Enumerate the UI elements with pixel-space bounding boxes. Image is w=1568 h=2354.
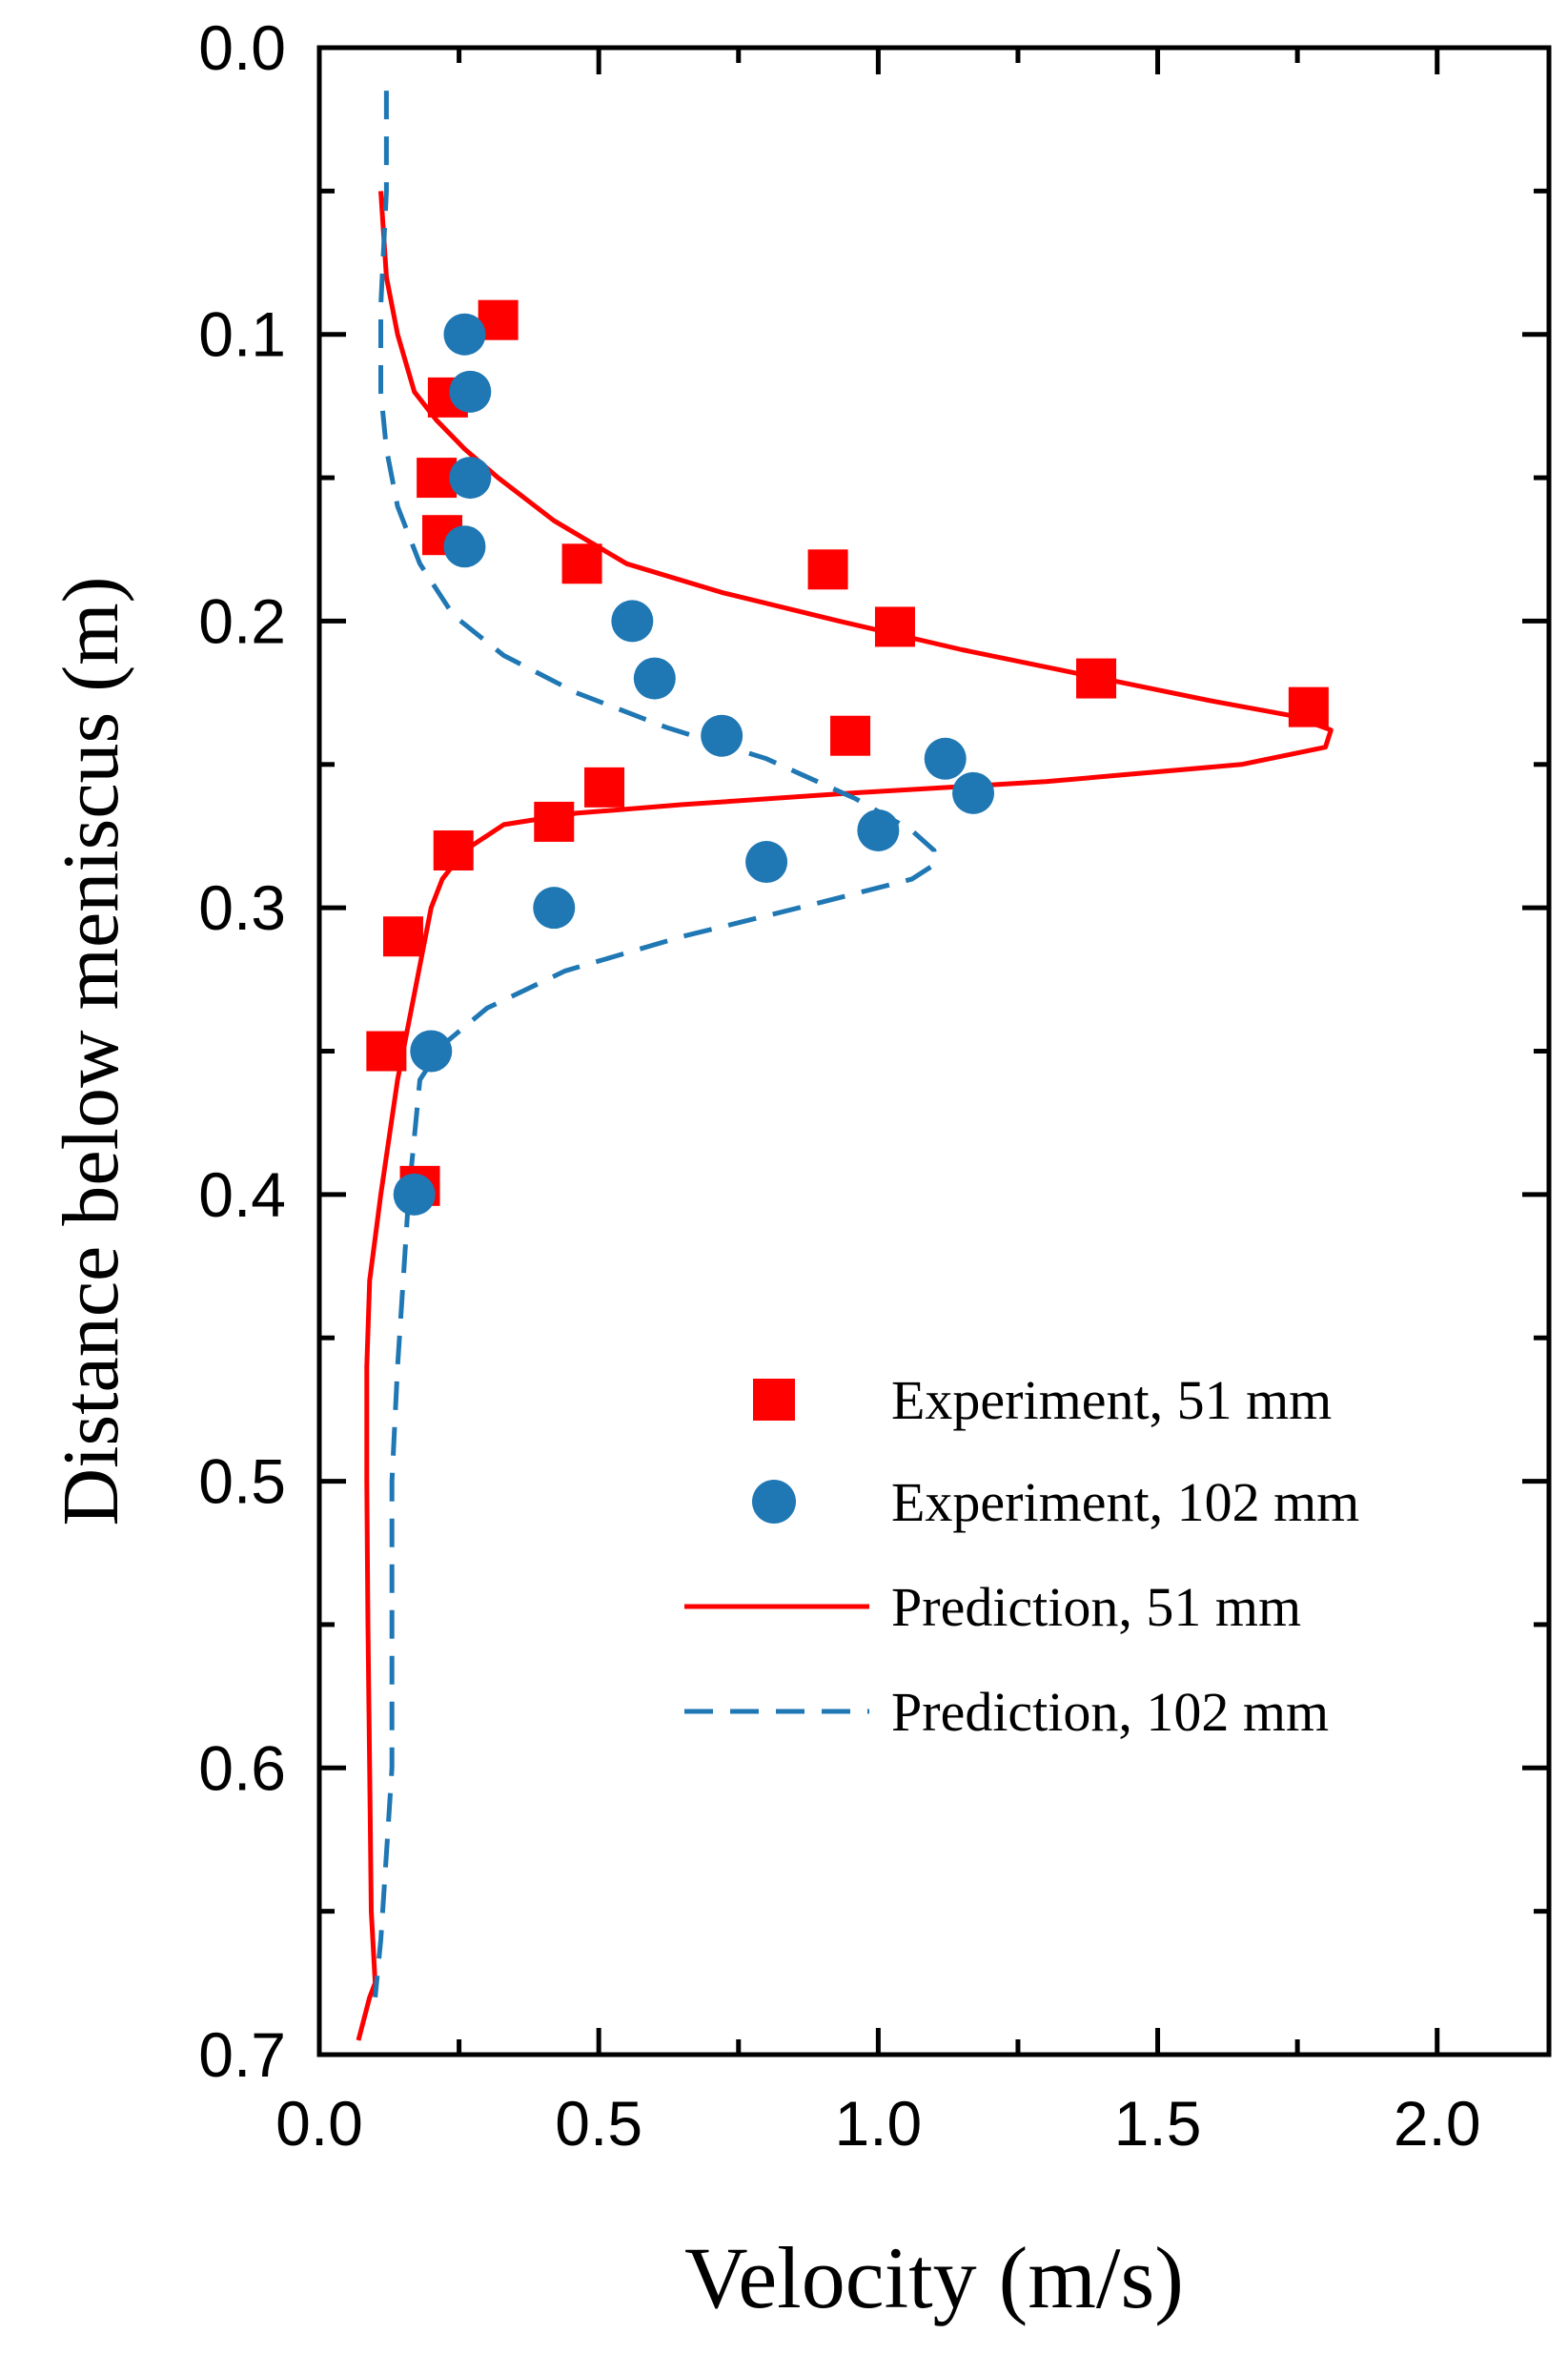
- y-axis-title: Distance below meniscus (m): [47, 576, 135, 1525]
- y-tick-label: 0.4: [198, 1159, 286, 1230]
- y-tick-label: 0.0: [198, 12, 286, 83]
- data-point-51mm: [807, 549, 848, 590]
- data-point-102mm: [701, 714, 743, 757]
- data-point-102mm: [410, 1030, 453, 1073]
- data-point-102mm: [449, 370, 492, 413]
- data-point-102mm: [449, 457, 492, 500]
- data-point-102mm: [443, 525, 486, 568]
- data-point-102mm: [611, 600, 654, 643]
- x-tick-label: 1.0: [834, 2088, 922, 2159]
- data-point-102mm: [443, 313, 486, 356]
- data-point-102mm: [924, 737, 967, 780]
- experiment-points: [366, 299, 1329, 1216]
- y-tick-label: 0.2: [198, 585, 286, 656]
- data-point-51mm: [561, 543, 602, 584]
- data-point-51mm: [534, 801, 575, 842]
- y-tick-label: 0.7: [198, 2019, 286, 2090]
- prediction-102mm-line: [373, 91, 937, 1998]
- data-point-51mm: [830, 715, 871, 756]
- x-tick-label: 2.0: [1394, 2088, 1481, 2159]
- data-point-51mm: [1288, 686, 1329, 727]
- plot-frame: [316, 45, 1552, 2057]
- legend-label: Prediction, 102 mm: [891, 1681, 1329, 1743]
- data-point-102mm: [745, 841, 788, 884]
- prediction-51mm-line: [356, 191, 1334, 2041]
- data-point-51mm: [584, 767, 625, 808]
- data-point-51mm: [366, 1031, 407, 1072]
- tick-labels: 0.0 0.5 1.0 1.5 2.0 0.0 0.1 0.2 0.3 0.4 0.5 0.6 0.7: [198, 12, 1480, 2159]
- data-point-102mm: [393, 1173, 436, 1216]
- data-point-51mm: [382, 916, 423, 957]
- axis-ticks: [316, 45, 1549, 2057]
- data-point-51mm: [433, 830, 474, 870]
- legend-label: Prediction, 51 mm: [891, 1576, 1301, 1638]
- x-axis-title: Velocity (m/s): [684, 2229, 1184, 2326]
- y-tick-label: 0.5: [198, 1446, 286, 1517]
- x-tick-label: 1.5: [1114, 2088, 1202, 2159]
- prediction-lines: [356, 91, 1334, 2041]
- y-tick-label: 0.3: [198, 872, 286, 943]
- legend-circle-symbol: [752, 1480, 796, 1524]
- legend-label: Experiment, 102 mm: [891, 1471, 1359, 1533]
- data-point-102mm: [857, 809, 900, 851]
- legend: Experiment, 51 mm Experiment, 102 mm Predi…: [684, 1369, 1359, 1743]
- y-tick-label: 0.1: [198, 299, 286, 370]
- legend-label: Experiment, 51 mm: [891, 1369, 1332, 1431]
- data-point-51mm: [874, 606, 915, 647]
- x-tick-label: 0.0: [275, 2088, 363, 2159]
- data-point-102mm: [952, 771, 995, 814]
- x-tick-label: 0.5: [555, 2088, 642, 2159]
- data-point-102mm: [533, 887, 576, 930]
- y-tick-label: 0.6: [198, 1732, 286, 1803]
- legend-square-symbol: [753, 1379, 795, 1421]
- data-point-51mm: [1076, 658, 1117, 699]
- data-point-102mm: [633, 657, 676, 700]
